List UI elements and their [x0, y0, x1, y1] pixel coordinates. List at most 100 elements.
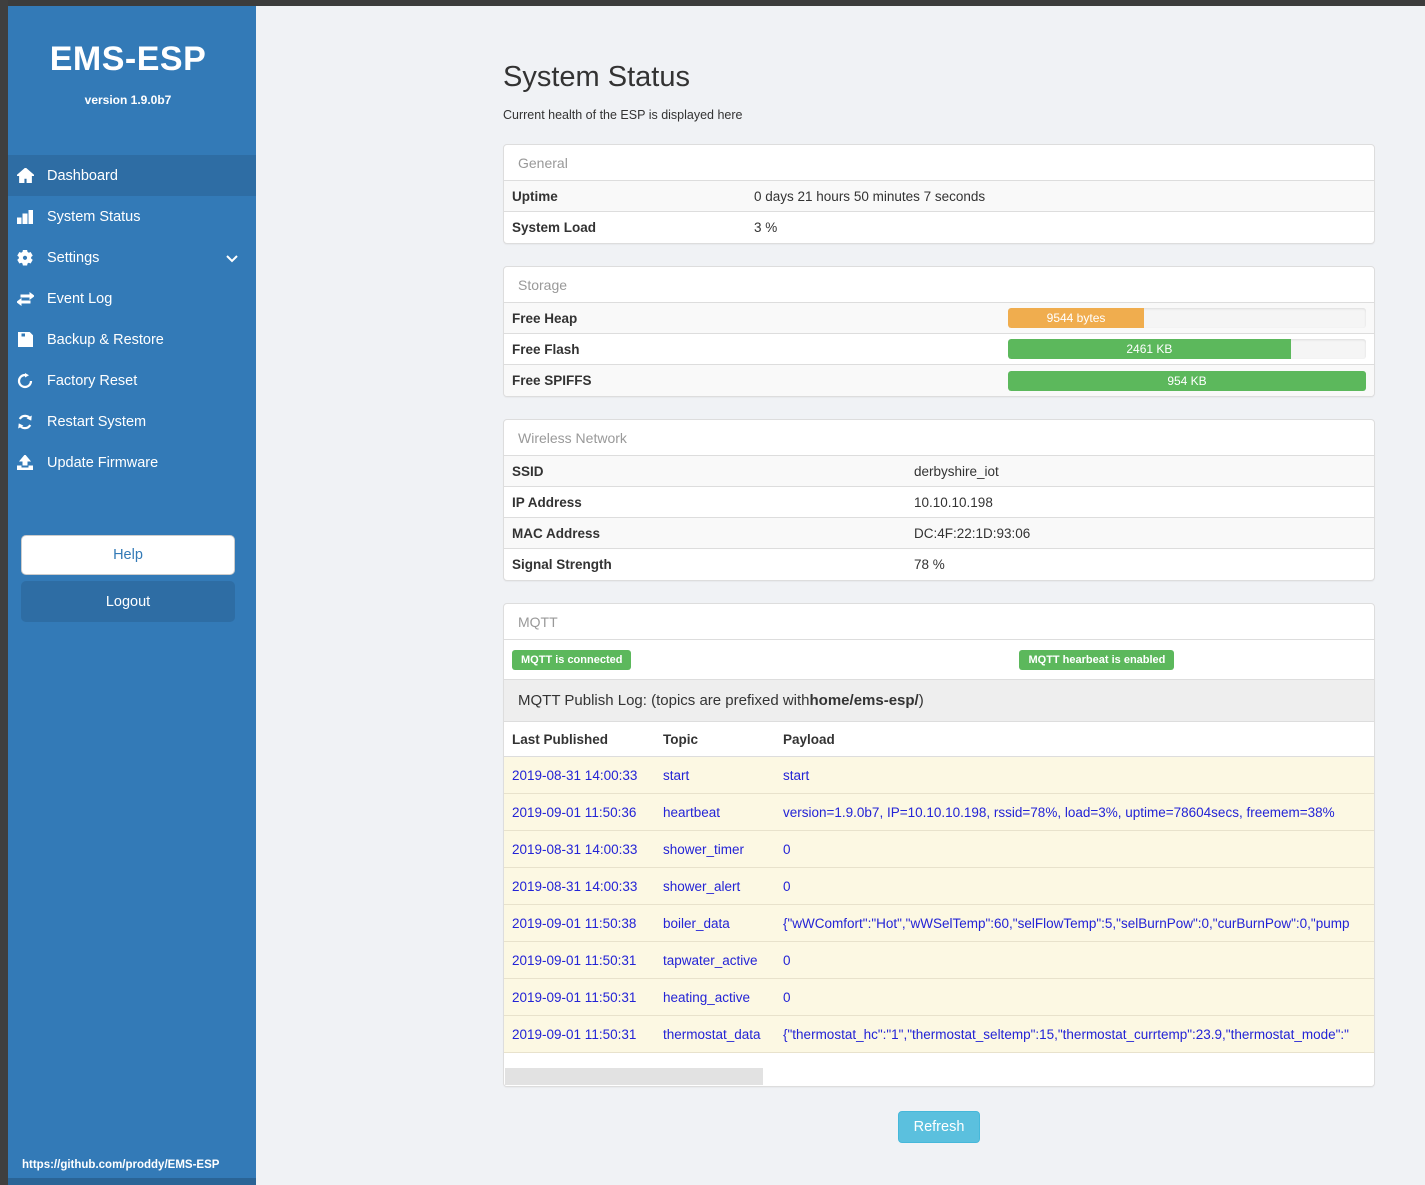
cell-topic: shower_timer [663, 841, 745, 857]
sidebar-item-label: Settings [47, 249, 100, 266]
free-spiffs-progress-value: 954 KB [1167, 373, 1207, 388]
cell-payload: version=1.9.0b7, IP=10.10.10.198, rssid=… [783, 804, 1335, 820]
ip-address-label: IP Address [512, 494, 582, 510]
cell-topic: tapwater_active [663, 952, 758, 968]
exchange-icon [16, 291, 34, 307]
sidebar-item-factory-reset[interactable]: Factory Reset [0, 360, 256, 401]
sidebar-item-dashboard[interactable]: Dashboard [0, 155, 256, 196]
system-load-label: System Load [512, 220, 597, 235]
free-heap-progress-value: 9544 bytes [1046, 311, 1106, 325]
app-title: EMS-ESP [49, 40, 207, 78]
page-subtitle: Current health of the ESP is displayed h… [503, 108, 743, 122]
free-flash-progress: 2461 KB [1008, 339, 1366, 359]
table-row: 2019-09-01 11:50:38 boiler_data {"wWComf… [504, 905, 1374, 942]
cell-payload: 0 [783, 878, 791, 894]
mqtt-connected-badge: MQTT is connected [512, 649, 632, 670]
cell-payload: {"thermostat_hc":"1","thermostat_seltemp… [783, 1026, 1349, 1042]
system-load-row: System Load 3 % [504, 212, 1374, 243]
uptime-value: 0 days 21 hours 50 minutes 7 seconds [754, 188, 986, 204]
sidebar-item-settings[interactable]: Settings [0, 237, 256, 278]
publish-log-suffix: ) [918, 692, 924, 709]
free-flash-row: Free Flash 2461 KB [504, 334, 1374, 365]
ssid-label: SSID [512, 463, 544, 479]
table-row: 2019-09-01 11:50:31 thermostat_data {"th… [504, 1016, 1374, 1053]
sidebar-item-backup-restore[interactable]: Backup & Restore [0, 319, 256, 360]
publish-log-text: MQTT Publish Log: (topics are prefixed w… [518, 692, 810, 709]
logout-button[interactable]: Logout [21, 581, 235, 622]
sidebar-bottom-strip [0, 1178, 256, 1185]
table-row: 2019-08-31 14:00:33 start start [504, 757, 1374, 794]
save-icon [16, 332, 34, 348]
scrollbar-thumb[interactable] [505, 1068, 763, 1085]
sidebar-item-system-status[interactable]: System Status [0, 196, 256, 237]
chart-bars-icon [16, 209, 34, 225]
cell-topic: thermostat_data [663, 1026, 761, 1042]
cell-payload: start [783, 767, 810, 783]
mqtt-panel: MQTT MQTT is connected MQTT hearbeat is … [503, 603, 1375, 1087]
cell-payload: {"wWComfort":"Hot","wWSelTemp":60,"selFl… [783, 915, 1350, 931]
mac-address-label: MAC Address [512, 525, 601, 541]
sidebar-item-event-log[interactable]: Event Log [0, 278, 256, 319]
page-title: System Status [503, 61, 690, 93]
table-row: 2019-09-01 11:50:31 tapwater_active 0 [504, 942, 1374, 979]
mac-address-row: MAC Address DC:4F:22:1D:93:06 [504, 518, 1374, 549]
app-version: version 1.9.0b7 [84, 93, 172, 107]
cell-payload: 0 [783, 952, 791, 968]
free-flash-progress-fill: 2461 KB [1008, 339, 1291, 359]
uptime-label: Uptime [512, 188, 558, 204]
refresh-icon [16, 414, 34, 430]
cell-timestamp: 2019-09-01 11:50:31 [512, 989, 637, 1005]
system-load-value: 3 % [754, 220, 778, 235]
col-header-topic: Topic [663, 731, 698, 747]
signal-strength-row: Signal Strength 78 % [504, 549, 1374, 580]
free-heap-row: Free Heap 9544 bytes [504, 303, 1374, 334]
sidebar-item-restart-system[interactable]: Restart System [0, 401, 256, 442]
brand: EMS-ESP version 1.9.0b7 [0, 0, 256, 107]
uptime-row: Uptime 0 days 21 hours 50 minutes 7 seco… [504, 181, 1374, 212]
cell-payload: 0 [783, 989, 791, 1005]
storage-panel-header: Storage [504, 267, 1374, 303]
help-button[interactable]: Help [21, 535, 235, 575]
github-link[interactable]: https://github.com/proddy/EMS-ESP [22, 1159, 220, 1171]
general-panel-header: General [504, 145, 1374, 181]
browser-chrome-left [0, 0, 8, 1185]
cell-topic: heartbeat [663, 804, 721, 820]
table-row: 2019-08-31 14:00:33 shower_timer 0 [504, 831, 1374, 868]
cell-timestamp: 2019-08-31 14:00:33 [512, 767, 638, 783]
col-header-payload: Payload [783, 731, 835, 747]
free-heap-progress-fill: 9544 bytes [1008, 308, 1145, 328]
sidebar-buttons: Help Logout [0, 535, 256, 622]
general-panel: General Uptime 0 days 21 hours 50 minute… [503, 144, 1375, 244]
mac-address-value: DC:4F:22:1D:93:06 [914, 525, 1031, 541]
refresh-button[interactable]: Refresh [897, 1111, 981, 1143]
cell-timestamp: 2019-08-31 14:00:33 [512, 878, 638, 894]
cell-timestamp: 2019-08-31 14:00:33 [512, 841, 638, 857]
horizontal-scrollbar [504, 1053, 1374, 1086]
chevron-down-icon [226, 251, 238, 267]
mqtt-publish-log-table: Last Published Topic Payload 2019-08-31 … [504, 722, 1374, 1053]
sidebar-item-label: Factory Reset [47, 372, 138, 389]
cell-timestamp: 2019-09-01 11:50:38 [512, 915, 637, 931]
ssid-row: SSID derbyshire_iot [504, 456, 1374, 487]
sidebar-item-label: Backup & Restore [47, 331, 164, 348]
cell-payload: 0 [783, 841, 791, 857]
mqtt-panel-header: MQTT [504, 604, 1374, 640]
table-row: 2019-08-31 14:00:33 shower_alert 0 [504, 868, 1374, 905]
gear-icon [16, 249, 34, 266]
ip-address-value: 10.10.10.198 [914, 494, 993, 510]
undo-icon [16, 372, 34, 389]
sidebar-item-update-firmware[interactable]: Update Firmware [0, 442, 256, 483]
mqtt-status-row: MQTT is connected MQTT hearbeat is enabl… [504, 640, 1374, 680]
cell-topic: heating_active [663, 989, 751, 1005]
wireless-panel-header: Wireless Network [504, 420, 1374, 456]
cell-topic: start [663, 767, 690, 783]
signal-strength-value: 78 % [914, 557, 945, 572]
table-row: 2019-09-01 11:50:36 heartbeat version=1.… [504, 794, 1374, 831]
sidebar-item-label: Update Firmware [47, 454, 159, 471]
free-heap-label: Free Heap [512, 310, 578, 326]
publish-log-topic-prefix: home/ems-esp/ [809, 692, 919, 709]
sidebar-item-label: Dashboard [47, 167, 118, 184]
cell-topic: boiler_data [663, 915, 730, 931]
free-heap-progress: 9544 bytes [1008, 308, 1366, 328]
cell-timestamp: 2019-09-01 11:50:31 [512, 1026, 637, 1042]
